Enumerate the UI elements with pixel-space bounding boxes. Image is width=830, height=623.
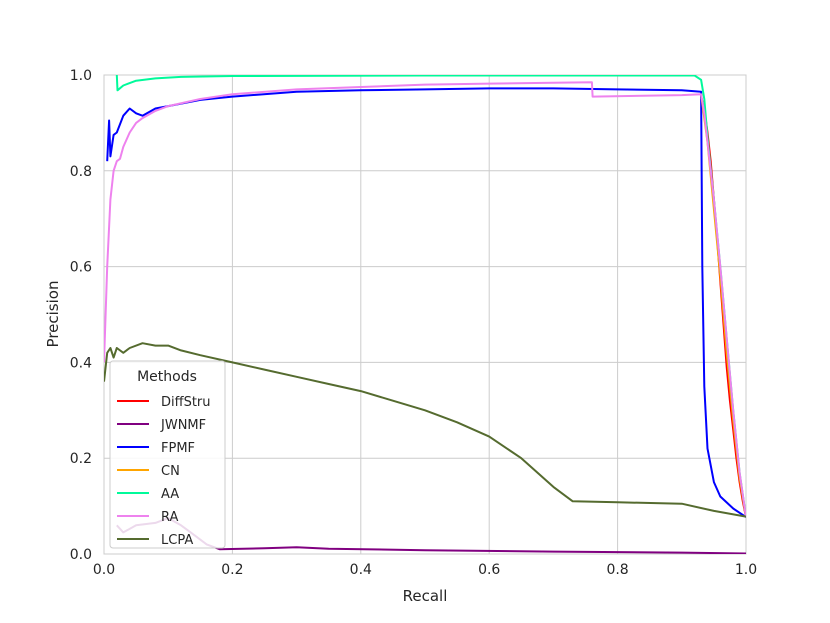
legend-label: RA bbox=[161, 510, 179, 525]
legend-label: LCPA bbox=[161, 533, 193, 548]
series-line-lcpa bbox=[104, 342, 746, 518]
y-tick-label: 1.0 bbox=[70, 68, 92, 84]
y-axis-title: Precision bbox=[44, 281, 62, 348]
legend-label: CN bbox=[161, 464, 180, 479]
x-tick-label: 1.0 bbox=[735, 562, 757, 578]
legend-label: JWNMF bbox=[160, 418, 206, 433]
y-tick-label: 0.8 bbox=[70, 164, 92, 180]
series-line-fpmf bbox=[106, 87, 746, 518]
x-axis-title: Recall bbox=[403, 587, 448, 605]
legend-box bbox=[109, 360, 226, 549]
y-tick-label: 0.4 bbox=[70, 355, 92, 371]
legend-label: AA bbox=[161, 487, 179, 502]
legend-label: FPMF bbox=[161, 441, 195, 456]
y-tick-label: 0.2 bbox=[70, 451, 92, 467]
legend-items: DiffStru JWNMF FPMF CN AA RA LCPA bbox=[117, 395, 211, 548]
x-tick-label: 0.2 bbox=[221, 562, 243, 578]
x-tick-label: 0.0 bbox=[93, 562, 115, 578]
y-tick-label: 0.0 bbox=[70, 547, 92, 563]
legend-title: Methods bbox=[137, 369, 197, 385]
series-line-ra bbox=[104, 81, 746, 518]
x-tick-label: 0.4 bbox=[350, 562, 372, 578]
legend-label: DiffStru bbox=[161, 395, 211, 410]
x-tick-label: 0.6 bbox=[478, 562, 500, 578]
ticks: 0.0 0.2 0.4 0.6 0.8 1.0 0.0 0.2 0.4 0.6 0.8 1.0 bbox=[70, 68, 757, 578]
y-tick-label: 0.6 bbox=[70, 260, 92, 276]
legend: Methods DiffStru JWNMF FPMF CN AA RA LCPA bbox=[109, 360, 226, 549]
x-tick-label: 0.8 bbox=[606, 562, 628, 578]
